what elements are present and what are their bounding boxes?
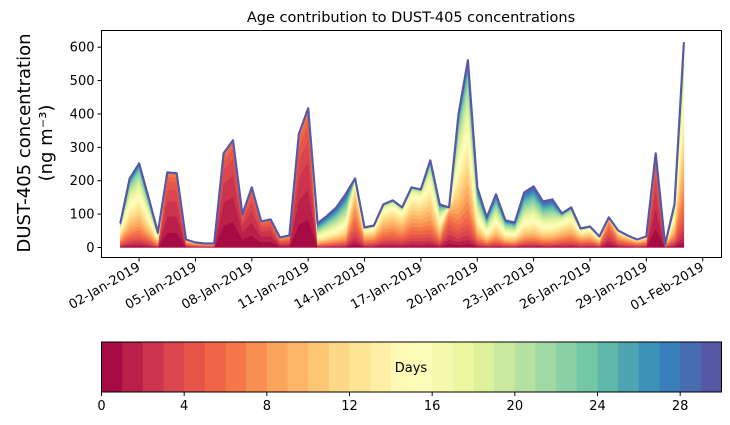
total-outline-line (119, 42, 685, 246)
colorbar-level-17 (452, 342, 474, 392)
colorbar-level-4 (184, 342, 206, 392)
y-tick-label: 0 (86, 241, 94, 256)
colorbar-level-13 (370, 342, 392, 392)
colorbar-level-6 (225, 342, 247, 392)
colorbar-level-15 (411, 342, 433, 392)
colorbar-level-14 (390, 342, 412, 392)
age-layer-10 (120, 108, 685, 246)
y-axis-label-line1: DUST-405 concentration (14, 33, 35, 252)
x-axis-ticks: 02-Jan-201905-Jan-201908-Jan-201911-Jan-… (66, 257, 707, 314)
colorbar-level-29 (700, 342, 722, 392)
colorbar-tick-label: 4 (180, 399, 188, 414)
colorbar-level-24 (597, 342, 619, 392)
colorbar-level-20 (514, 342, 536, 392)
y-tick-label: 300 (70, 141, 95, 156)
colorbar-level-8 (266, 342, 288, 392)
y-axis-label-line2: (ng m⁻³) (36, 105, 57, 182)
stacked-age-layers (119, 42, 685, 248)
colorbar-level-18 (473, 342, 495, 392)
colorbar-level-5 (204, 342, 226, 392)
colorbar-tick-label: 28 (672, 399, 689, 414)
y-tick-label: 100 (70, 208, 95, 223)
colorbar-level-12 (349, 342, 371, 392)
colorbar-level-26 (638, 342, 660, 392)
colorbar-level-28 (680, 342, 702, 392)
colorbar: 0 4 8 12 16 20 24 28 (97, 341, 722, 414)
colorbar-level-16 (432, 342, 454, 392)
y-tick-label: 500 (70, 74, 95, 89)
colorbar-level-19 (494, 342, 516, 392)
chart-title: Age contribution to DUST-405 concentrati… (247, 10, 575, 26)
colorbar-tick-label: 20 (507, 399, 524, 414)
colorbar-level-10 (308, 342, 330, 392)
colorbar-frame (101, 341, 722, 393)
y-tick-label: 400 (70, 107, 95, 122)
y-tick-label: 200 (70, 174, 95, 189)
colorbar-level-22 (556, 342, 578, 392)
colorbar-level-3 (163, 342, 185, 392)
colorbar-level-23 (576, 342, 598, 392)
colorbar-level-11 (328, 342, 350, 392)
colorbar-tick-label: 24 (589, 399, 606, 414)
y-axis-ticks: 0 100 200 300 400 500 600 (70, 41, 102, 256)
plot-frame (101, 30, 722, 258)
colorbar-level-1 (122, 342, 144, 392)
colorbar-tick-label: 16 (424, 399, 441, 414)
colorbar-tick-label: 12 (341, 399, 358, 414)
y-axis-label: DUST-405 concentration (ng m⁻³) (14, 33, 57, 252)
colorbar-tick-label: 8 (263, 399, 271, 414)
colorbar-label: Days (395, 361, 428, 376)
colorbar-level-0 (101, 342, 123, 392)
colorbar-level-21 (535, 342, 557, 392)
colorbar-level-7 (246, 342, 268, 392)
colorbar-level-27 (659, 342, 681, 392)
colorbar-level-9 (287, 342, 309, 392)
colorbar-level-25 (618, 342, 640, 392)
colorbar-tick-label: 0 (97, 399, 105, 414)
colorbar-level-2 (142, 342, 164, 392)
y-tick-label: 600 (70, 41, 95, 56)
